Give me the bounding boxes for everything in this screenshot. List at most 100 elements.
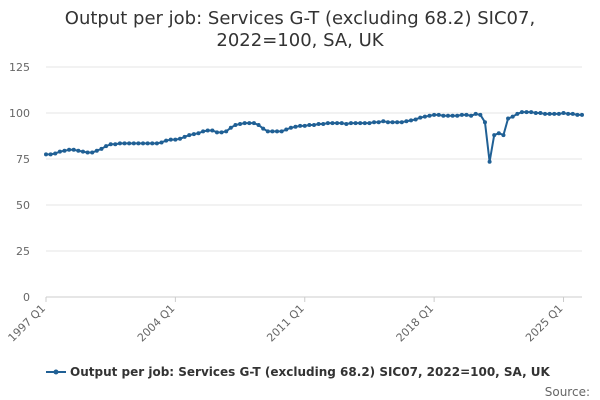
data-point[interactable] bbox=[316, 122, 321, 127]
data-point[interactable] bbox=[210, 128, 215, 133]
data-point[interactable] bbox=[335, 121, 340, 126]
data-point[interactable] bbox=[275, 129, 280, 134]
data-point[interactable] bbox=[307, 122, 312, 127]
data-point[interactable] bbox=[409, 118, 414, 123]
data-point[interactable] bbox=[533, 111, 538, 115]
data-point[interactable] bbox=[279, 129, 284, 134]
data-point[interactable] bbox=[330, 121, 335, 126]
data-point[interactable] bbox=[418, 115, 423, 120]
data-point[interactable] bbox=[62, 148, 67, 153]
data-point[interactable] bbox=[233, 122, 238, 127]
data-point[interactable] bbox=[455, 113, 460, 118]
data-point[interactable] bbox=[427, 113, 432, 118]
data-point[interactable] bbox=[150, 141, 155, 146]
data-point[interactable] bbox=[71, 147, 76, 152]
data-point[interactable] bbox=[478, 112, 483, 117]
data-point[interactable] bbox=[57, 149, 62, 154]
data-point[interactable] bbox=[99, 146, 104, 151]
data-point[interactable] bbox=[543, 111, 548, 116]
data-point[interactable] bbox=[168, 137, 173, 142]
data-point[interactable] bbox=[76, 148, 81, 153]
data-point[interactable] bbox=[293, 124, 298, 129]
data-point[interactable] bbox=[182, 134, 187, 139]
data-point[interactable] bbox=[256, 122, 261, 127]
data-point[interactable] bbox=[399, 120, 404, 125]
data-point[interactable] bbox=[441, 113, 446, 118]
data-point[interactable] bbox=[164, 138, 169, 143]
data-point[interactable] bbox=[496, 131, 501, 136]
data-point[interactable] bbox=[196, 131, 201, 136]
data-point[interactable] bbox=[122, 141, 127, 146]
data-point[interactable] bbox=[404, 119, 409, 124]
data-point[interactable] bbox=[529, 110, 534, 115]
data-point[interactable] bbox=[187, 133, 192, 138]
data-point[interactable] bbox=[94, 148, 99, 153]
data-point[interactable] bbox=[173, 137, 178, 142]
data-point[interactable] bbox=[422, 114, 427, 119]
data-point[interactable] bbox=[381, 119, 386, 124]
data-point[interactable] bbox=[459, 112, 464, 117]
data-point[interactable] bbox=[178, 136, 182, 141]
data-point[interactable] bbox=[506, 116, 511, 121]
data-point[interactable] bbox=[580, 112, 584, 117]
data-point[interactable] bbox=[446, 113, 450, 118]
data-point[interactable] bbox=[436, 112, 441, 117]
data-point[interactable] bbox=[205, 128, 210, 133]
data-point[interactable] bbox=[219, 130, 224, 135]
data-point[interactable] bbox=[131, 141, 136, 146]
data-point[interactable] bbox=[312, 122, 316, 127]
data-point[interactable] bbox=[224, 129, 229, 134]
data-point[interactable] bbox=[104, 144, 109, 149]
data-point[interactable] bbox=[214, 130, 219, 135]
data-point[interactable] bbox=[201, 129, 206, 134]
data-point[interactable] bbox=[473, 111, 478, 116]
data-point[interactable] bbox=[228, 125, 233, 130]
data-point[interactable] bbox=[145, 141, 150, 146]
data-point[interactable] bbox=[284, 127, 289, 132]
data-point[interactable] bbox=[298, 123, 303, 128]
data-point[interactable] bbox=[575, 112, 580, 117]
data-point[interactable] bbox=[353, 121, 358, 126]
data-point[interactable] bbox=[432, 112, 437, 117]
data-point[interactable] bbox=[469, 113, 474, 118]
data-point[interactable] bbox=[53, 151, 58, 156]
data-point[interactable] bbox=[487, 159, 492, 164]
data-point[interactable] bbox=[159, 140, 164, 145]
data-point[interactable] bbox=[117, 141, 122, 146]
data-point[interactable] bbox=[510, 114, 515, 119]
data-point[interactable] bbox=[242, 121, 247, 126]
data-point[interactable] bbox=[515, 111, 520, 116]
data-point[interactable] bbox=[395, 120, 400, 125]
data-point[interactable] bbox=[136, 141, 141, 146]
data-point[interactable] bbox=[48, 152, 53, 157]
data-point[interactable] bbox=[261, 126, 266, 131]
data-point[interactable] bbox=[376, 120, 381, 125]
data-point[interactable] bbox=[390, 120, 395, 125]
data-point[interactable] bbox=[524, 110, 529, 115]
data-point[interactable] bbox=[80, 149, 85, 154]
data-point[interactable] bbox=[372, 120, 377, 125]
data-point[interactable] bbox=[127, 141, 132, 146]
data-point[interactable] bbox=[344, 122, 349, 127]
data-point[interactable] bbox=[413, 117, 418, 122]
data-point[interactable] bbox=[538, 111, 543, 115]
data-point[interactable] bbox=[552, 111, 557, 116]
data-point[interactable] bbox=[482, 120, 487, 125]
data-point[interactable] bbox=[339, 121, 344, 126]
data-point[interactable] bbox=[113, 142, 118, 147]
data-point[interactable] bbox=[302, 123, 307, 128]
data-point[interactable] bbox=[270, 129, 275, 134]
data-point[interactable] bbox=[362, 121, 367, 126]
data-point[interactable] bbox=[570, 111, 575, 116]
data-point[interactable] bbox=[108, 142, 113, 147]
data-point[interactable] bbox=[501, 133, 506, 138]
data-point[interactable] bbox=[321, 122, 326, 127]
data-point[interactable] bbox=[547, 111, 552, 116]
data-point[interactable] bbox=[251, 121, 256, 126]
data-point[interactable] bbox=[325, 121, 330, 126]
data-point[interactable] bbox=[561, 111, 566, 115]
data-point[interactable] bbox=[464, 112, 469, 117]
legend[interactable]: Output per job: Services G-T (excluding … bbox=[46, 365, 551, 379]
data-point[interactable] bbox=[44, 152, 48, 157]
data-point[interactable] bbox=[450, 113, 455, 118]
